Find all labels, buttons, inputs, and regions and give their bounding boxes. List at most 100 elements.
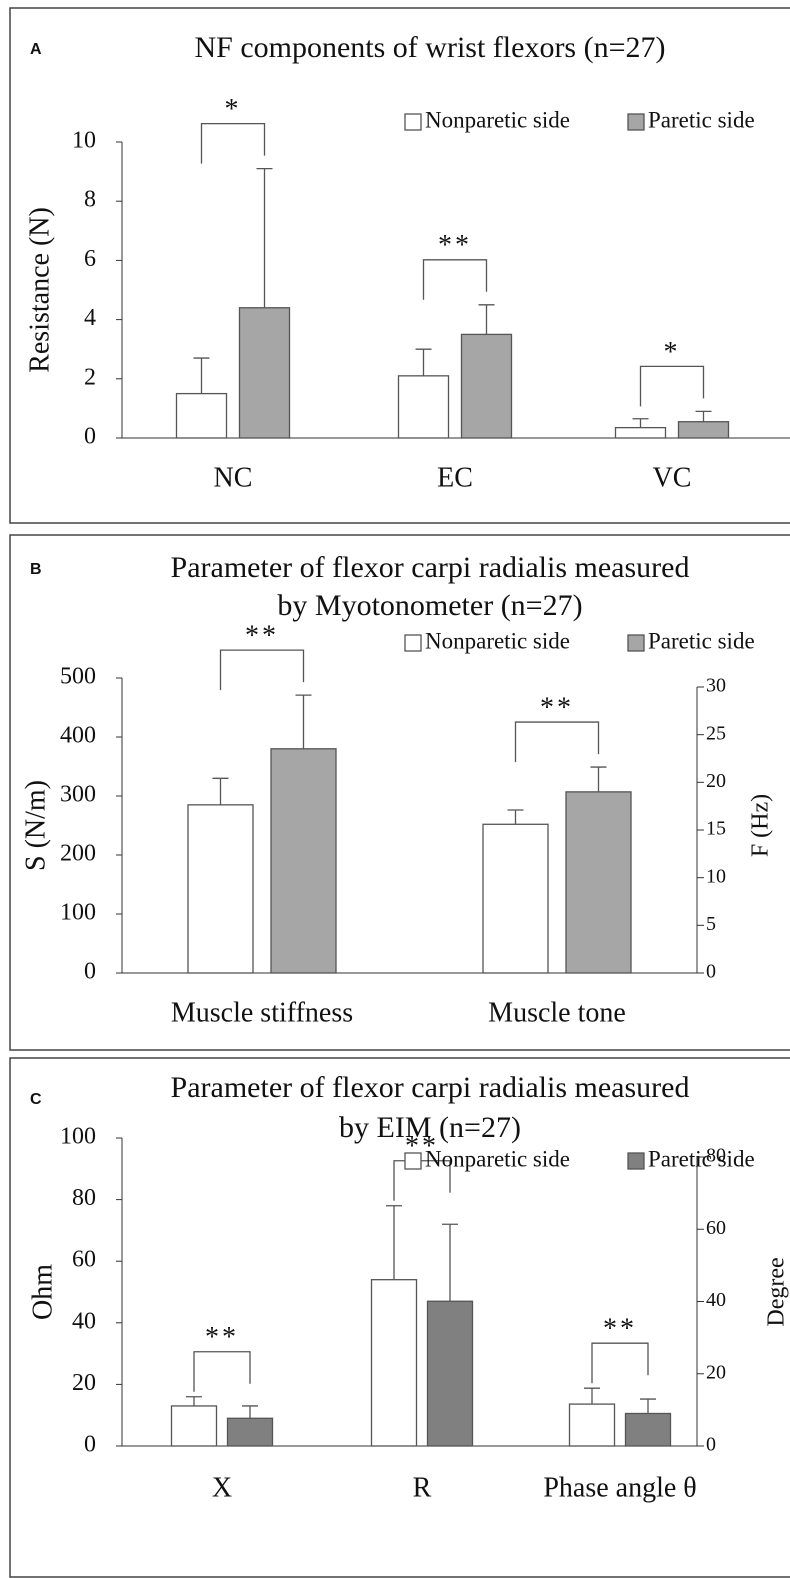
- legend-label: Paretic side: [648, 1146, 755, 1171]
- error-bar: [256, 167, 273, 308]
- y-axis-label: Resistance (N): [24, 207, 55, 373]
- error-bar: [386, 1205, 402, 1280]
- x-tick-label: Muscle tone: [488, 997, 626, 1028]
- y-tick-label: 200: [60, 841, 96, 867]
- legend-swatch: [627, 113, 645, 131]
- y-tick-label: 0: [84, 959, 96, 985]
- y2-tick-label: 60: [706, 1217, 726, 1239]
- significance-bracket: [219, 649, 305, 691]
- panel-frame: [9, 1057, 790, 1578]
- y-tick-label: 20: [72, 1370, 96, 1396]
- significance-bracket: [639, 365, 705, 407]
- legend-label: Paretic side: [648, 107, 755, 132]
- bar: [270, 748, 337, 974]
- significance-label: **: [438, 230, 472, 261]
- error-bar: [212, 777, 229, 805]
- y2-tick-label: 20: [706, 1361, 726, 1383]
- significance-bracket: [393, 1160, 451, 1201]
- significance-label: *: [664, 337, 681, 368]
- error-bar: [242, 1405, 258, 1419]
- y2-tick-label: 80: [706, 1145, 726, 1167]
- legend-swatch: [627, 1152, 645, 1170]
- significance-bracket: [200, 122, 266, 164]
- x-tick-label: NC: [214, 462, 253, 493]
- significance-label: **: [540, 693, 574, 724]
- bar: [614, 426, 667, 439]
- chart-title: NF components of wrist flexors (n=27): [194, 31, 665, 64]
- x-tick-label: Muscle stiffness: [171, 997, 353, 1028]
- x-tick-label: VC: [653, 462, 692, 493]
- y2-tick-label: 10: [706, 865, 726, 887]
- y-axis-label: S (N/m): [20, 780, 51, 871]
- significance-bracket: [422, 259, 488, 300]
- bar: [175, 392, 228, 439]
- y-tick-label: 100: [60, 1124, 96, 1150]
- y-tick-label: 40: [72, 1308, 96, 1334]
- x-tick-label: EC: [437, 462, 473, 493]
- y2-tick-label: 20: [706, 770, 726, 792]
- panel-label: C: [30, 1091, 42, 1108]
- y2-tick-label: 15: [706, 818, 726, 840]
- bar: [677, 421, 730, 439]
- bar: [624, 1412, 672, 1447]
- error-bar: [590, 766, 607, 792]
- y2-tick-label: 5: [706, 913, 716, 935]
- significance-label: **: [603, 1314, 637, 1345]
- y-tick-label: 0: [84, 1432, 96, 1458]
- y-tick-label: 8: [84, 187, 96, 213]
- error-bar: [478, 304, 495, 335]
- bar: [370, 1279, 418, 1447]
- y2-axis-label: F (Hz): [748, 794, 774, 857]
- error-bar: [584, 1387, 600, 1405]
- y-axis-label: Ohm: [27, 1264, 58, 1320]
- y-tick-label: 0: [84, 424, 96, 450]
- error-bar: [695, 410, 712, 422]
- error-bar: [442, 1223, 458, 1302]
- bar: [170, 1405, 218, 1447]
- y2-axis-label: Degree: [764, 1257, 790, 1326]
- chart-title: by EIM (n=27): [339, 1111, 521, 1144]
- y-tick-label: 6: [84, 246, 96, 272]
- error-bar: [640, 1398, 656, 1414]
- bar: [568, 1403, 616, 1447]
- significance-label: *: [225, 94, 242, 125]
- chart-title: Parameter of flexor carpi radialis measu…: [171, 551, 690, 584]
- bar: [238, 307, 291, 439]
- bar: [565, 791, 632, 974]
- x-tick-label: X: [212, 1472, 232, 1503]
- legend-swatch: [404, 1152, 422, 1170]
- bar: [460, 333, 513, 439]
- legend-label: Nonparetic side: [425, 1146, 570, 1171]
- y-tick-label: 300: [60, 782, 96, 808]
- legend-swatch: [404, 634, 422, 652]
- x-tick-label: Phase angle θ: [543, 1472, 696, 1503]
- bar: [187, 804, 254, 974]
- x-tick-label: R: [413, 1472, 432, 1503]
- error-bar: [186, 1396, 202, 1406]
- error-bar: [632, 418, 649, 428]
- chart-title: by Myotonometer (n=27): [277, 589, 582, 622]
- y2-tick-label: 40: [706, 1289, 726, 1311]
- y-tick-label: 4: [84, 305, 96, 331]
- error-bar: [507, 809, 524, 825]
- panel-label: A: [30, 41, 42, 58]
- significance-label: **: [245, 621, 279, 652]
- legend-label: Nonparetic side: [425, 107, 570, 132]
- legend-label: Nonparetic side: [425, 628, 570, 653]
- y2-tick-label: 30: [706, 675, 726, 697]
- y2-tick-label: 0: [706, 961, 716, 983]
- y-tick-label: 80: [72, 1185, 96, 1211]
- legend-swatch: [627, 634, 645, 652]
- y2-tick-label: 0: [706, 1434, 716, 1456]
- bar: [397, 375, 450, 439]
- error-bar: [193, 357, 210, 394]
- significance-label: **: [205, 1322, 239, 1353]
- bar: [482, 823, 549, 974]
- y-tick-label: 400: [60, 723, 96, 749]
- panel-label: B: [30, 561, 42, 578]
- error-bar: [295, 694, 312, 749]
- y2-tick-label: 25: [706, 722, 726, 744]
- y-tick-label: 100: [60, 900, 96, 926]
- significance-bracket: [193, 1351, 251, 1392]
- chart-title: Parameter of flexor carpi radialis measu…: [171, 1071, 690, 1104]
